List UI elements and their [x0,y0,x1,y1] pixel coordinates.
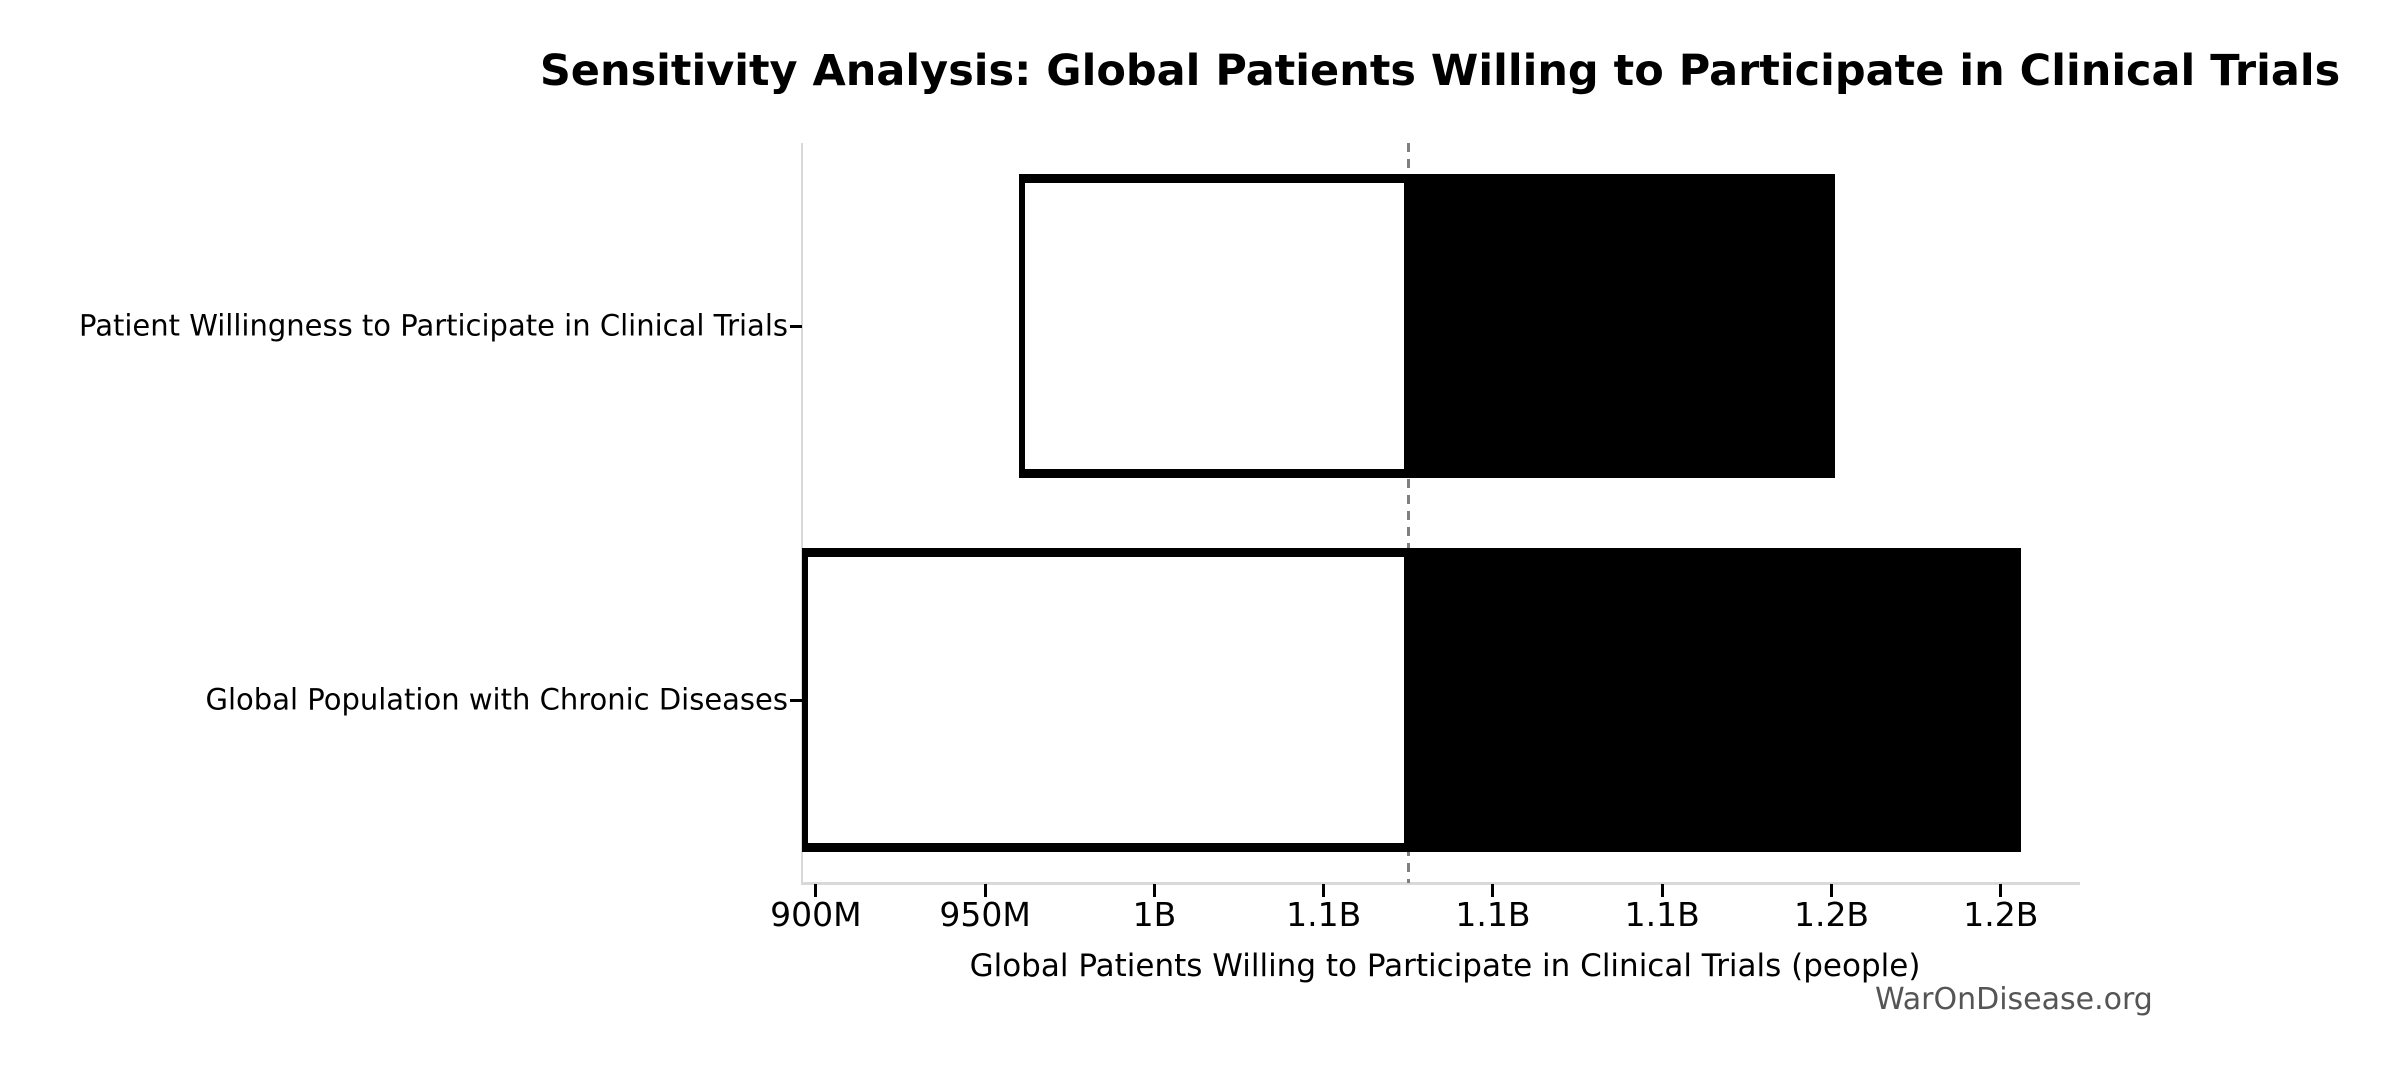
x-tick-mark [1999,884,2003,897]
x-tick-label: 1.1B [1455,895,1531,934]
y-category-label: Global Population with Chronic Diseases [205,682,788,717]
x-tick-mark [1830,884,1834,897]
chart-title: Sensitivity Analysis: Global Patients Wi… [539,46,2341,96]
x-tick-label: 1.2B [1793,895,1870,934]
x-tick-mark [1660,884,1664,897]
x-tick-label: 900M [770,895,862,934]
x-tick-mark [814,884,818,897]
y-tick-mark [790,698,802,702]
x-axis-spine [801,882,2080,885]
watermark-text: WarOnDisease.org [1875,982,2153,1017]
y-category-label: Patient Willingness to Participate in Cl… [79,308,788,343]
x-tick-label: 1.2B [1963,895,2039,934]
x-tick-mark [1152,884,1156,897]
x-tick-label: 1B [1132,895,1177,934]
x-tick-label: 1.1B [1624,895,1700,934]
x-tick-label: 950M [939,895,1031,934]
x-axis-label: Global Patients Willing to Participate i… [969,948,1921,984]
tornado-bar-low-segment [1021,179,1409,473]
tornado-bar-low-segment [804,553,1409,847]
y-axis-spine [801,143,803,883]
x-tick-mark [1322,884,1326,897]
y-tick-mark [790,324,802,328]
x-tick-mark [1491,884,1495,897]
x-tick-label: 1.1B [1286,895,1362,934]
baseline-dashed-line [1406,143,1410,883]
x-tick-mark [983,884,987,897]
